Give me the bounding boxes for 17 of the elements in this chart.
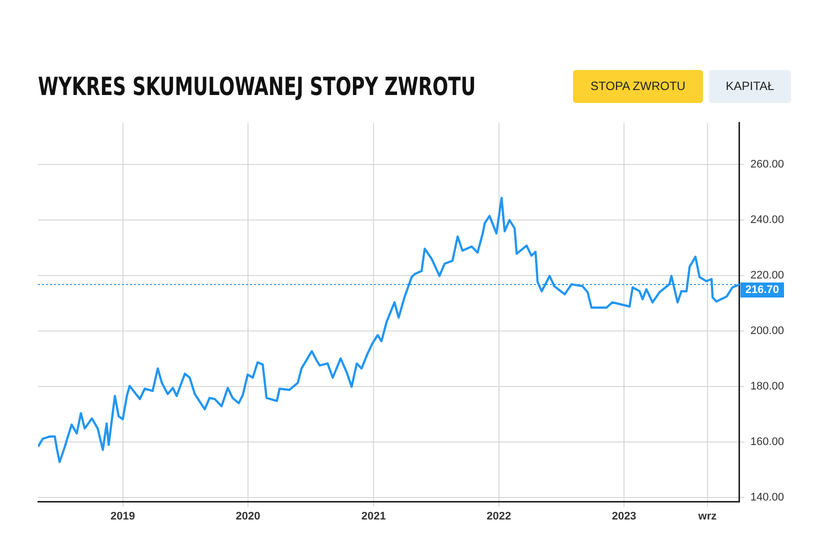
y-tick-label: 240.00 (750, 214, 784, 226)
y-tick-label: 160.00 (750, 436, 784, 448)
ref-line-label: 216.70 (745, 284, 780, 296)
x-tick-label: 2020 (236, 510, 260, 522)
chart-title: WYKRES SKUMULOWANEJ STOPY ZWROTU (38, 72, 476, 101)
y-tick-label: 260.00 (750, 158, 784, 170)
x-tick-label: 2022 (486, 510, 512, 522)
y-tick-label: 180.00 (750, 380, 784, 393)
text: KAPITAŁ (709, 70, 791, 103)
x-tick-label: 2023 (612, 510, 636, 522)
x-tick-label: 2021 (361, 510, 386, 522)
x-tick-label: 2019 (110, 510, 135, 522)
y-tick-label: 220.00 (750, 269, 784, 282)
text: STOPA ZWROTU (573, 70, 703, 103)
y-tick-label: 200.00 (750, 324, 784, 337)
y-tick-label: 140.00 (750, 492, 784, 504)
x-tick-label: wrz (697, 510, 718, 522)
